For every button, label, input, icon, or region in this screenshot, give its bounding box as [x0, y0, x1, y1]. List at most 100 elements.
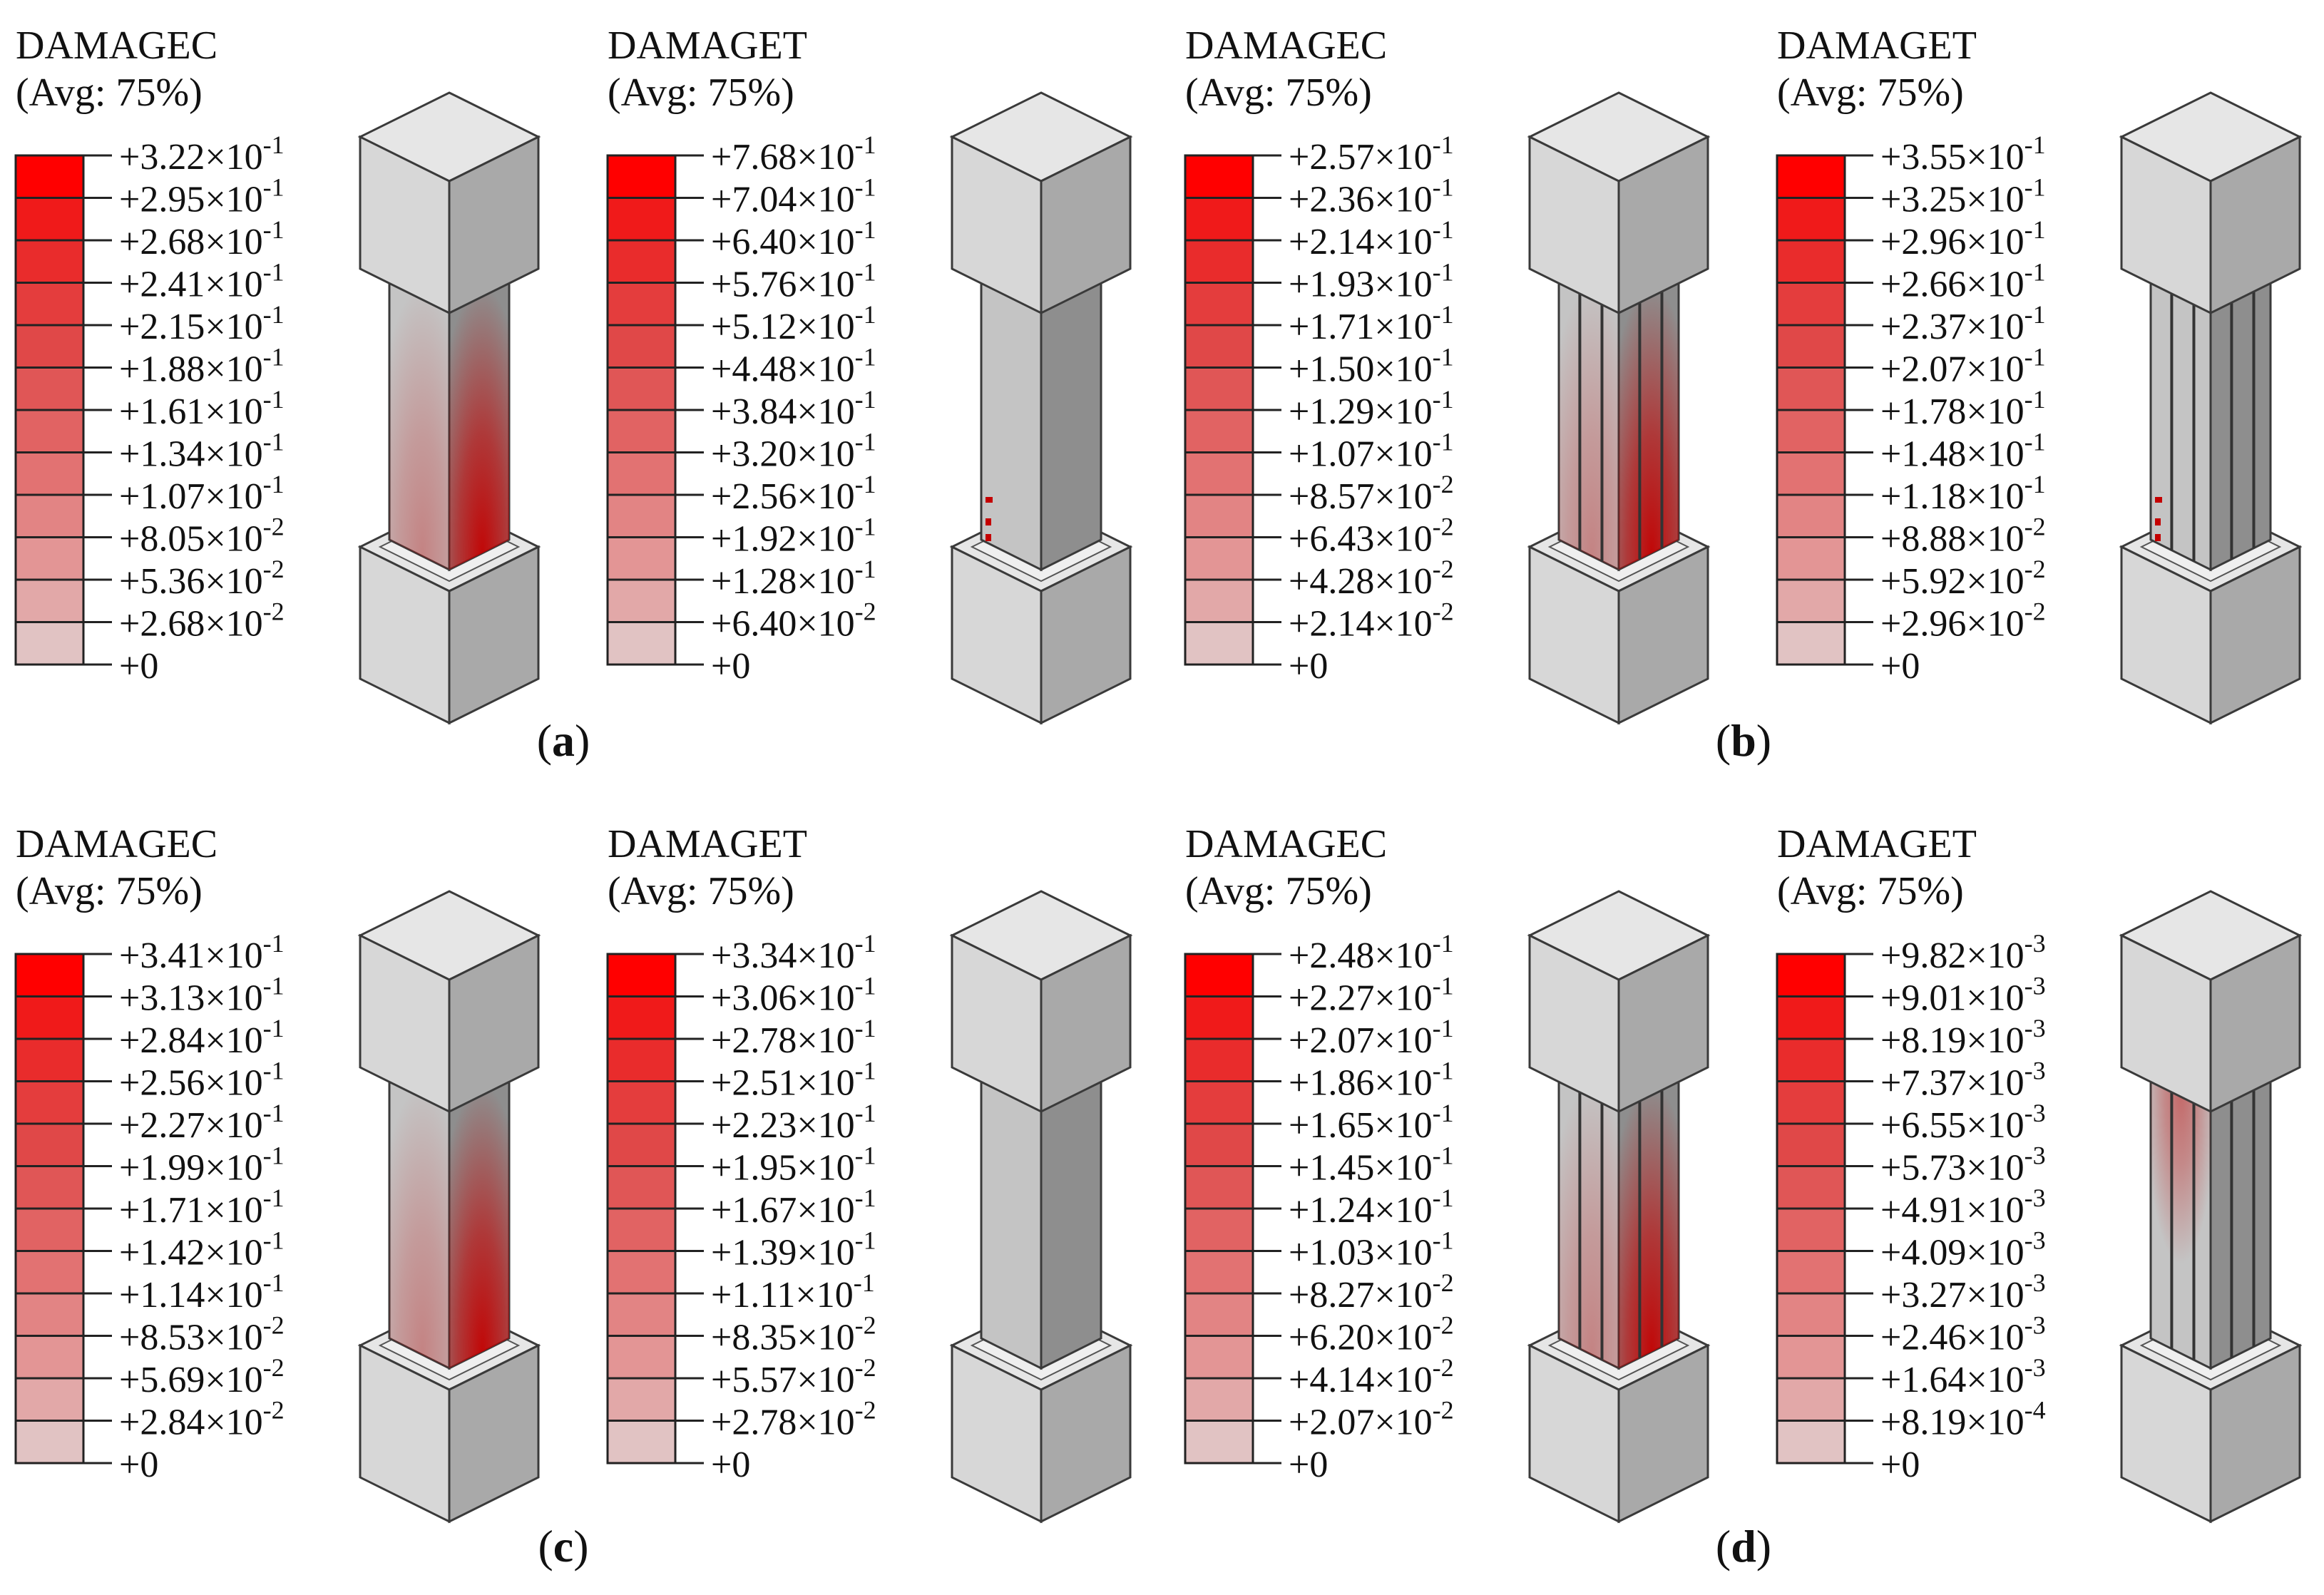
legend-swatch	[1776, 1292, 1846, 1337]
legend-swatch	[14, 154, 85, 199]
legend-avg-label: (Avg: 75%)	[608, 71, 794, 115]
legend-value: +2.15×10-1	[119, 300, 285, 347]
plot-damaget: DAMAGET(Avg: 75%)+9.82×10-3+9.01×10-3+8.…	[1776, 822, 2303, 1524]
legend-swatch	[606, 451, 677, 496]
damage-contour-left	[1559, 1070, 1619, 1368]
legend-value: +8.19×10-4	[1880, 1396, 2046, 1443]
legend-value: +1.45×10-1	[1289, 1142, 1454, 1189]
legend-swatch	[14, 1122, 85, 1167]
legend-value: +1.93×10-1	[1289, 258, 1454, 305]
legend-swatch	[606, 282, 677, 327]
legend-value: +1.07×10-1	[1289, 428, 1454, 475]
legend-value: +0	[119, 646, 158, 687]
legend-value: +0	[119, 1445, 158, 1485]
panel-a: DAMAGEC(Avg: 75%)+3.22×10-1+2.95×10-1+2.…	[14, 24, 1133, 766]
legend-value: +2.14×10-1	[1289, 215, 1454, 262]
legend-value: +2.78×10-2	[711, 1396, 876, 1443]
shaft-left-face	[980, 1068, 1043, 1370]
legend-swatch	[14, 409, 85, 453]
legend-value: +0	[1289, 646, 1328, 687]
legend-swatch	[606, 366, 677, 411]
damage-contour-right	[449, 272, 509, 570]
legend-value: +4.14×10-2	[1289, 1353, 1454, 1400]
plot-damagec: DAMAGEC(Avg: 75%)+3.41×10-1+3.13×10-1+2.…	[14, 822, 541, 1524]
legend-value: +2.46×10-3	[1880, 1311, 2046, 1358]
legend-swatch	[606, 536, 677, 581]
legend-swatch	[606, 1420, 677, 1465]
legend-swatch	[1776, 1037, 1846, 1082]
legend-value: +2.78×10-1	[711, 1014, 876, 1061]
legend-swatch	[606, 154, 677, 199]
legend-swatch	[1184, 1122, 1254, 1167]
legend-swatch	[606, 197, 677, 242]
legend-value: +6.20×10-2	[1289, 1311, 1454, 1358]
legend-value: +2.96×10-1	[1880, 215, 2046, 262]
shaft-right-face	[2209, 270, 2272, 572]
legend-value: +6.40×10-2	[711, 598, 876, 645]
legend-value: +8.57×10-2	[1289, 470, 1454, 517]
legend-value: +1.39×10-1	[711, 1226, 876, 1273]
legend-value: +8.19×10-3	[1880, 1014, 2046, 1061]
legend-swatch	[1184, 953, 1254, 997]
legend-swatch	[1776, 409, 1846, 453]
legend-avg-label: (Avg: 75%)	[16, 71, 203, 115]
legend-swatch	[606, 1292, 677, 1337]
legend-value: +2.36×10-1	[1289, 173, 1454, 220]
legend-avg-label: (Avg: 75%)	[16, 869, 203, 913]
legend-value: +2.68×10-1	[119, 215, 285, 262]
legend-swatch	[1184, 1250, 1254, 1295]
plot-damaget: DAMAGET(Avg: 75%)+3.34×10-1+3.06×10-1+2.…	[606, 822, 1133, 1524]
legend-value: +0	[1289, 1445, 1328, 1485]
legend-swatch	[606, 1165, 677, 1210]
damage-contour-right	[1619, 1070, 1679, 1368]
legend-swatch	[1776, 1335, 1846, 1380]
damage-contour-left	[389, 272, 449, 570]
legend-value: +2.07×10-2	[1289, 1396, 1454, 1443]
legend-title: DAMAGET	[608, 24, 807, 68]
top-stub-right	[1617, 933, 1709, 1114]
plot-damagec: DAMAGEC(Avg: 75%)+2.57×10-1+2.36×10-1+2.…	[1184, 24, 1711, 725]
legend-swatch	[14, 953, 85, 997]
legend-title: DAMAGET	[1777, 822, 1977, 866]
legend-value: +1.07×10-1	[119, 470, 285, 517]
legend-swatch	[606, 1377, 677, 1422]
legend-swatch	[1184, 1207, 1254, 1252]
legend-value: +2.56×10-1	[711, 470, 876, 517]
legend-value: +7.04×10-1	[711, 173, 876, 220]
legend-swatch	[1776, 451, 1846, 496]
panel-caption: (a)	[537, 715, 590, 766]
panel-caption: (c)	[538, 1521, 588, 1571]
damage-spot	[2155, 497, 2162, 503]
legend-value: +2.48×10-1	[1289, 929, 1454, 976]
legend-title: DAMAGEC	[16, 822, 217, 866]
legend-swatch	[1184, 578, 1254, 623]
legend-swatch	[14, 239, 85, 284]
damage-contour-top	[2151, 1070, 2211, 1368]
legend-value: +2.37×10-1	[1880, 300, 2046, 347]
legend-value: +2.27×10-1	[119, 1099, 285, 1146]
legend-swatch	[14, 1250, 85, 1295]
legend-swatch	[1776, 621, 1846, 666]
legend-swatch	[1776, 324, 1846, 369]
legend-value: +2.66×10-1	[1880, 258, 2046, 305]
legend-swatch	[14, 324, 85, 369]
shaft-right-face	[1040, 1068, 1102, 1370]
legend-swatch	[14, 1377, 85, 1422]
legend-value: +1.92×10-1	[711, 513, 876, 560]
legend-value: +5.12×10-1	[711, 300, 876, 347]
legend-swatch	[1184, 154, 1254, 199]
legend-avg-label: (Avg: 75%)	[1777, 71, 1964, 115]
legend-value: +2.07×10-1	[1289, 1014, 1454, 1061]
legend-value: +3.41×10-1	[119, 929, 285, 976]
legend-value: +4.48×10-1	[711, 343, 876, 390]
legend-swatch	[606, 1080, 677, 1125]
plot-damaget: DAMAGET(Avg: 75%)+7.68×10-1+7.04×10-1+6.…	[606, 24, 1133, 725]
legend-swatch	[1184, 1292, 1254, 1337]
legend-swatch	[1776, 239, 1846, 284]
legend-avg-label: (Avg: 75%)	[1185, 71, 1372, 115]
legend-swatch	[1776, 1165, 1846, 1210]
legend-value: +1.48×10-1	[1880, 428, 2046, 475]
top-stub-right	[1040, 135, 1132, 315]
legend-swatch	[14, 1080, 85, 1125]
